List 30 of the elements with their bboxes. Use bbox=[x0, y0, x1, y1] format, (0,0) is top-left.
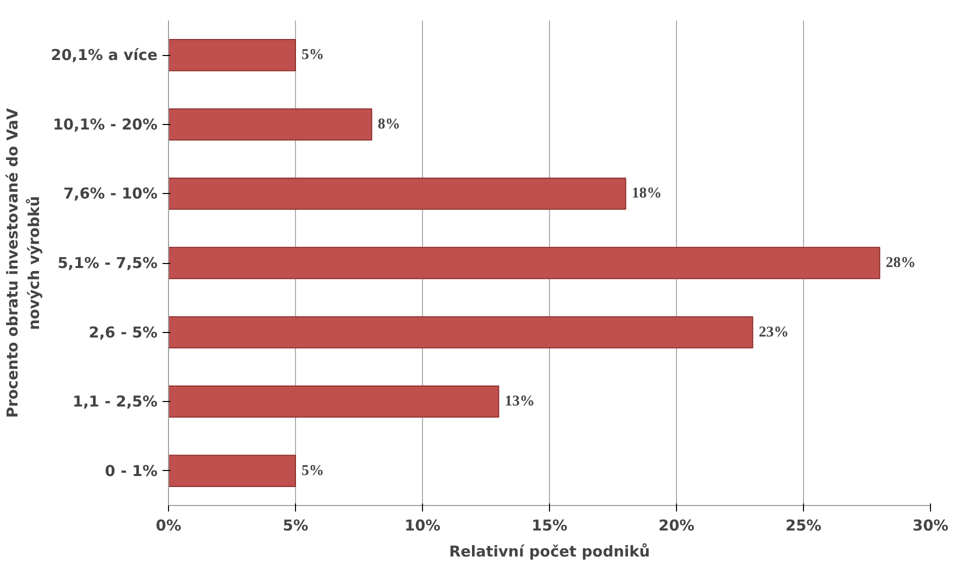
x-tick-label: 20% bbox=[658, 516, 694, 534]
x-tick-label: 10% bbox=[404, 516, 440, 534]
bar bbox=[168, 316, 754, 348]
y-tick-label: 20,1% a více bbox=[50, 46, 158, 64]
x-tick-label: 5% bbox=[282, 516, 308, 534]
y-tick-label: 7,6% - 10% bbox=[63, 184, 158, 203]
data-label: 23% bbox=[758, 324, 789, 340]
bar bbox=[168, 454, 296, 487]
data-label: 8% bbox=[378, 116, 400, 132]
y-tick-label: 5,1% - 7,5% bbox=[58, 254, 158, 272]
y-tick-label: 0 - 1% bbox=[104, 462, 158, 480]
x-tick-label: 30% bbox=[912, 516, 948, 534]
bar bbox=[168, 178, 626, 210]
bar bbox=[168, 385, 500, 418]
y-tick-label: 2,6 - 5% bbox=[88, 323, 158, 342]
x-tick-label: 0% bbox=[156, 516, 182, 534]
data-label: 18% bbox=[632, 186, 662, 202]
data-label: 5% bbox=[302, 462, 324, 479]
bar bbox=[168, 246, 880, 280]
x-tick-label: 25% bbox=[786, 516, 822, 534]
data-label: 28% bbox=[886, 255, 916, 271]
bar bbox=[168, 39, 296, 72]
x-axis-title: Relativní počet podniků bbox=[449, 542, 650, 560]
x-tick-label: 15% bbox=[532, 516, 568, 534]
y-axis-title: Procento obratu investované do VaV nových výrobků bbox=[3, 108, 43, 418]
y-tick-label: 10,1% - 20% bbox=[52, 115, 158, 134]
bar bbox=[168, 108, 372, 141]
data-label: 5% bbox=[302, 47, 324, 64]
data-label: 13% bbox=[504, 394, 535, 410]
y-tick-label: 1,1 - 2,5% bbox=[72, 392, 158, 411]
